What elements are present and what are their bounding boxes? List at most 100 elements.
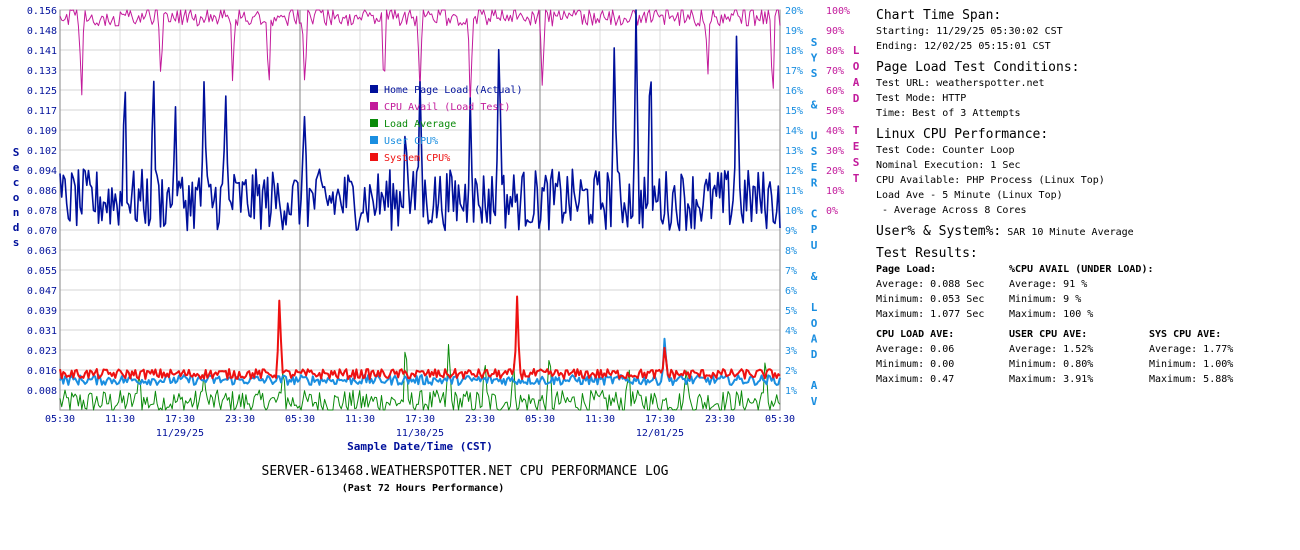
y-left-tick-label: 0.141: [27, 46, 57, 57]
x-date-label: 11/30/25: [396, 428, 444, 439]
info-panel: Chart Time Span: Starting: 11/29/25 05:3…: [876, 8, 1296, 387]
x-tick-label: 11:30: [345, 414, 375, 425]
y-left-tick-label: 0.133: [27, 66, 57, 77]
legend-label: Home Page Load (Actual): [384, 85, 522, 96]
legend-swatch: [370, 102, 378, 110]
y-right-tick-label: 3%: [785, 346, 797, 357]
y-right-tick-label: 5%: [785, 306, 797, 317]
y-right-tick-label: 1%: [785, 386, 797, 397]
legend-label: System CPU%: [384, 153, 450, 164]
x-tick-label: 11:30: [105, 414, 135, 425]
y-loadtest-tick-label: 90%: [826, 26, 844, 37]
y-right-tick-label: 16%: [785, 86, 803, 97]
sys-cpu-title: SYS CPU AVE:: [1149, 329, 1222, 340]
cpu-load-avg: Average: 0.06: [876, 344, 955, 355]
y-right-tick-label: 10%: [785, 206, 803, 217]
y-right-tick-label: 13%: [785, 146, 803, 157]
cpu-available: CPU Available: PHP Process (Linux Top): [876, 175, 1105, 186]
span-heading: Chart Time Span:: [876, 8, 1002, 23]
cpu-load-min: Minimum: 0.00: [876, 359, 955, 370]
legend-label: CPU Avail (Load Test): [384, 102, 510, 113]
page-load-stats: Page Load: Average: 0.088 Sec Minimum: 0…: [876, 262, 1009, 322]
x-tick-label: 05:30: [765, 414, 795, 425]
user-cpu-title: USER CPU AVE:: [1009, 329, 1088, 340]
y-right-tick-label: 17%: [785, 66, 803, 77]
y-loadtest-tick-label: 10%: [826, 186, 844, 197]
y-right-tick-label: 6%: [785, 286, 797, 297]
page-load-max: Maximum: 1.077 Sec: [876, 309, 985, 320]
y-loadtest-tick-label: 50%: [826, 106, 844, 117]
sys-cpu-min: Minimum: 1.00%: [1149, 359, 1234, 370]
page-load-title: Page Load:: [876, 264, 937, 275]
y-right-tick-label: 18%: [785, 46, 803, 57]
series-line-load-average: [59, 344, 781, 411]
y-left-tick-label: 0.109: [27, 126, 57, 137]
span-end: Ending: 12/02/25 05:15:01 CST: [876, 41, 1051, 52]
y-left-tick-label: 0.125: [27, 86, 57, 97]
y-left-tick-label: 0.102: [27, 146, 57, 157]
nominal-execution: Nominal Execution: 1 Sec: [876, 160, 1021, 171]
y-right-tick-label: 15%: [785, 106, 803, 117]
y-loadtest-tick-label: 70%: [826, 66, 844, 77]
y-right-tick-label: 20%: [785, 6, 803, 17]
y-right-tick-label: 2%: [785, 366, 797, 377]
y-left-tick-label: 0.023: [27, 346, 57, 357]
span-start: Starting: 11/29/25 05:30:02 CST: [876, 26, 1063, 37]
y-right-tick-label: 9%: [785, 226, 797, 237]
x-tick-label: 05:30: [45, 414, 75, 425]
y-left-tick-label: 0.008: [27, 386, 57, 397]
results-row-1: Page Load: Average: 0.088 Sec Minimum: 0…: [876, 262, 1296, 322]
y-left-tick-label: 0.094: [27, 166, 57, 177]
y-loadtest-tick-label: 0%: [826, 206, 838, 217]
userpct-heading: User% & System%:: [876, 224, 1002, 239]
x-tick-label: 05:30: [285, 414, 315, 425]
y-left-tick-label: 0.086: [27, 186, 57, 197]
cpu-avail-avg: Average: 91 %: [1009, 279, 1088, 290]
x-tick-label: 17:30: [165, 414, 195, 425]
y-right-tick-label: 14%: [785, 126, 803, 137]
y-left-tick-label: 0.039: [27, 306, 57, 317]
x-tick-label: 17:30: [645, 414, 675, 425]
page-load-avg: Average: 0.088 Sec: [876, 279, 985, 290]
x-tick-label: 11:30: [585, 414, 615, 425]
cpu-avail-min: Minimum: 9 %: [1009, 294, 1082, 305]
user-cpu-max: Maximum: 3.91%: [1009, 374, 1094, 385]
x-axis-label: Sample Date/Time (CST): [347, 440, 493, 453]
load-ave-note: - Average Across 8 Cores: [876, 205, 1027, 216]
x-tick-label: 23:30: [705, 414, 735, 425]
y-loadtest-tick-label: 20%: [826, 166, 844, 177]
y-right-tick-label: 12%: [785, 166, 803, 177]
y-left-tick-label: 0.078: [27, 206, 57, 217]
legend-label: Load Average: [384, 119, 456, 130]
y-right-tick-label: 4%: [785, 326, 797, 337]
sys-cpu-stats: SYS CPU AVE: Average: 1.77% Minimum: 1.0…: [1149, 327, 1289, 387]
y-left-tick-label: 0.070: [27, 226, 57, 237]
series-line-user-cpu: [59, 337, 781, 386]
y-loadtest-tick-label: 30%: [826, 146, 844, 157]
user-cpu-avg: Average: 1.52%: [1009, 344, 1094, 355]
y-left-tick-label: 0.063: [27, 246, 57, 257]
legend-swatch: [370, 119, 378, 127]
y-loadtest-tick-label: 100%: [826, 6, 850, 17]
y-left-tick-label: 0.016: [27, 366, 57, 377]
x-tick-label: 05:30: [525, 414, 555, 425]
chart-subtitle: (Past 72 Hours Performance): [342, 483, 505, 494]
user-cpu-min: Minimum: 0.80%: [1009, 359, 1094, 370]
y-loadtest-tick-label: 40%: [826, 126, 844, 137]
y-left-tick-label: 0.031: [27, 326, 57, 337]
page-load-min: Minimum: 0.053 Sec: [876, 294, 985, 305]
userpct-line: User% & System%: SAR 10 Minute Average: [876, 224, 1296, 240]
y-left-tick-label: 0.047: [27, 286, 57, 297]
sys-cpu-max: Maximum: 5.88%: [1149, 374, 1234, 385]
x-date-label: 12/01/25: [636, 428, 684, 439]
user-cpu-stats: USER CPU AVE: Average: 1.52% Minimum: 0.…: [1009, 327, 1149, 387]
linux-heading: Linux CPU Performance:: [876, 127, 1049, 142]
load-ave: Load Ave - 5 Minute (Linux Top): [876, 190, 1063, 201]
legend-swatch: [370, 136, 378, 144]
chart-title: SERVER-613468.WEATHERSPOTTER.NET CPU PER…: [262, 464, 669, 479]
cpu-load-max: Maximum: 0.47: [876, 374, 955, 385]
results-row-2: CPU LOAD AVE: Average: 0.06 Minimum: 0.0…: [876, 327, 1296, 387]
y-left-tick-label: 0.055: [27, 266, 57, 277]
legend-swatch: [370, 85, 378, 93]
